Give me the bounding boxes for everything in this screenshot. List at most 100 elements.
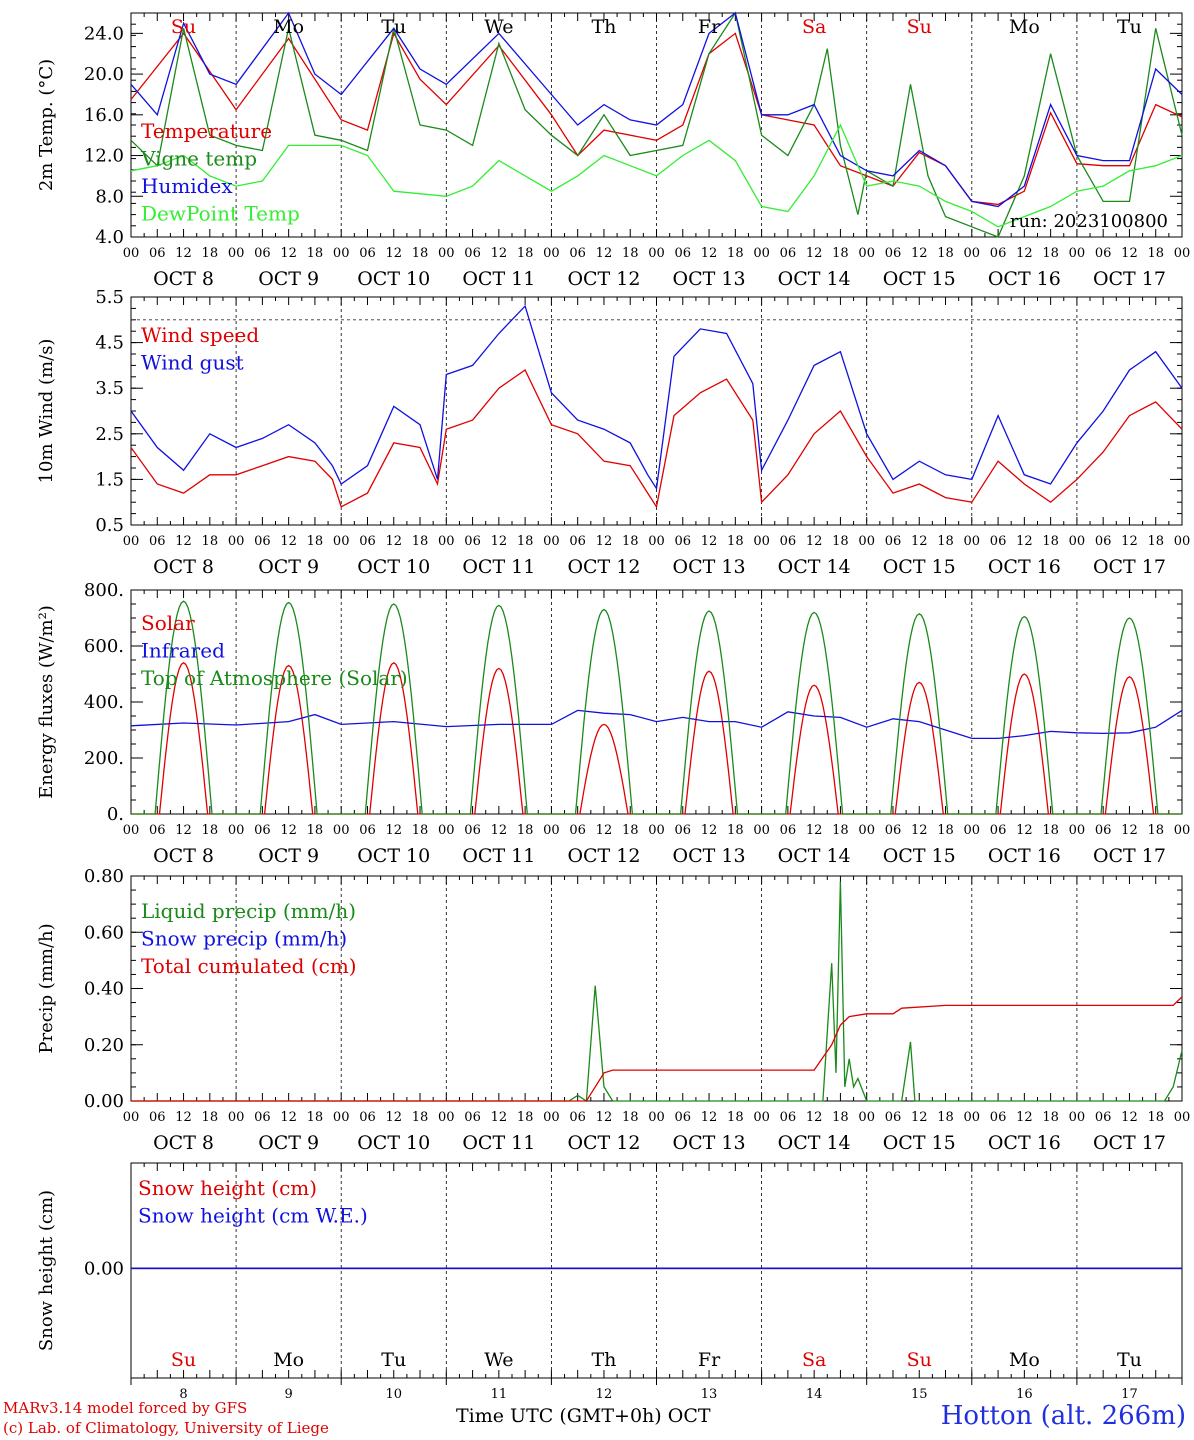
hour-tick-label: 18 bbox=[622, 246, 639, 261]
hour-tick-label: 00 bbox=[438, 246, 455, 261]
hour-tick-label: 00 bbox=[438, 823, 455, 838]
hour-tick-label: 12 bbox=[1016, 823, 1033, 838]
hour-tick-label: 18 bbox=[202, 1110, 219, 1125]
hour-tick-label: 06 bbox=[569, 534, 586, 549]
date-label: OCT 12 bbox=[567, 845, 640, 867]
hour-tick-label: 12 bbox=[596, 534, 613, 549]
hour-tick-label: 00 bbox=[438, 1110, 455, 1125]
y-axis-label: Energy fluxes (W/m²) bbox=[36, 605, 57, 799]
date-label: OCT 13 bbox=[673, 268, 746, 290]
hour-tick-label: 12 bbox=[596, 823, 613, 838]
hour-tick-label: 06 bbox=[359, 534, 376, 549]
hour-tick-label: 18 bbox=[1147, 823, 1164, 838]
y-tick-label: 0.00 bbox=[84, 1258, 124, 1279]
hour-tick-label: 06 bbox=[675, 1110, 692, 1125]
weekday-label: We bbox=[484, 16, 513, 38]
y-tick-label: 0.80 bbox=[84, 866, 124, 887]
y-tick-label: 12.0 bbox=[84, 146, 124, 167]
hour-tick-label: 12 bbox=[175, 534, 192, 549]
hour-tick-label: 06 bbox=[149, 823, 166, 838]
weekday-label: Mo bbox=[1009, 1349, 1040, 1371]
date-label: OCT 11 bbox=[462, 268, 535, 290]
hour-tick-label: 00 bbox=[964, 246, 981, 261]
y-tick-label: 24.0 bbox=[84, 23, 124, 44]
lab-credit: (c) Lab. of Climatology, University of L… bbox=[3, 1419, 329, 1437]
y-tick-label: 800. bbox=[84, 580, 124, 601]
day-number-label: 10 bbox=[385, 1387, 402, 1402]
date-label: OCT 11 bbox=[462, 556, 535, 578]
y-axis-label: Snow height (cm) bbox=[36, 1190, 57, 1351]
hour-tick-label: 12 bbox=[385, 246, 402, 261]
date-label: OCT 14 bbox=[778, 845, 851, 867]
hour-tick-label: 00 bbox=[1069, 1110, 1086, 1125]
series-line bbox=[446, 667, 552, 815]
hour-tick-label: 18 bbox=[202, 823, 219, 838]
weekday-label: Sa bbox=[802, 16, 826, 38]
hour-tick-label: 00 bbox=[228, 1110, 245, 1125]
date-label: OCT 17 bbox=[1093, 556, 1166, 578]
weekday-label: Tu bbox=[381, 1349, 406, 1371]
hour-tick-label: 18 bbox=[1042, 246, 1059, 261]
hour-tick-label: 18 bbox=[832, 1110, 849, 1125]
hour-tick-label: 12 bbox=[280, 823, 297, 838]
hour-tick-label: 00 bbox=[228, 823, 245, 838]
hour-tick-label: 18 bbox=[727, 1110, 744, 1125]
panel-frame bbox=[130, 589, 1183, 815]
series-line bbox=[551, 608, 657, 815]
date-label: OCT 12 bbox=[567, 1132, 640, 1154]
hour-tick-label: 06 bbox=[1095, 1110, 1112, 1125]
weekday-label: Tu bbox=[1117, 16, 1142, 38]
hour-tick-label: 06 bbox=[569, 823, 586, 838]
series-line bbox=[131, 662, 237, 815]
hour-tick-label: 06 bbox=[780, 246, 797, 261]
hour-tick-label: 18 bbox=[937, 534, 954, 549]
date-label: OCT 15 bbox=[883, 1132, 956, 1154]
day-number-label: 8 bbox=[179, 1387, 187, 1402]
hour-tick-label: 00 bbox=[1174, 823, 1191, 838]
hour-tick-label: 06 bbox=[990, 823, 1007, 838]
date-label: OCT 17 bbox=[1093, 268, 1166, 290]
legend-entry: DewPoint Temp bbox=[141, 202, 300, 226]
legend-entry: Vigne temp bbox=[140, 147, 257, 171]
hour-tick-label: 00 bbox=[648, 1110, 665, 1125]
hour-tick-label: 12 bbox=[806, 1110, 823, 1125]
y-axis-label: 10m Wind (m/s) bbox=[36, 339, 57, 484]
hour-tick-label: 18 bbox=[412, 823, 429, 838]
series-line bbox=[131, 600, 237, 815]
hour-tick-label: 18 bbox=[937, 823, 954, 838]
hour-tick-label: 12 bbox=[175, 823, 192, 838]
date-label: OCT 8 bbox=[153, 556, 214, 578]
date-label: OCT 16 bbox=[988, 845, 1061, 867]
time-axis-text: Time UTC (GMT+0h) bbox=[456, 1405, 662, 1427]
weekday-label: Mo bbox=[273, 16, 304, 38]
hour-tick-label: 00 bbox=[438, 534, 455, 549]
y-tick-label: 0.20 bbox=[84, 1035, 124, 1056]
series-line bbox=[971, 673, 1077, 815]
date-label: OCT 14 bbox=[778, 556, 851, 578]
hour-tick-label: 06 bbox=[149, 534, 166, 549]
hour-tick-label: 12 bbox=[911, 246, 928, 261]
station-name: Hotton (alt. 266m) bbox=[940, 1401, 1186, 1431]
hour-tick-label: 12 bbox=[491, 1110, 508, 1125]
series-line bbox=[1076, 676, 1182, 815]
y-tick-label: 0.60 bbox=[84, 922, 124, 943]
weekday-label: Su bbox=[907, 1349, 932, 1371]
hour-tick-label: 12 bbox=[701, 823, 718, 838]
y-tick-label: 0.5 bbox=[95, 515, 124, 536]
hour-tick-label: 12 bbox=[280, 246, 297, 261]
day-number-label: 12 bbox=[596, 1387, 613, 1402]
y-tick-label: 4.0 bbox=[95, 227, 124, 248]
hour-tick-label: 06 bbox=[359, 823, 376, 838]
hour-tick-label: 00 bbox=[543, 823, 560, 838]
y-tick-label: 200. bbox=[84, 748, 124, 769]
hour-tick-label: 18 bbox=[517, 823, 534, 838]
hour-tick-label: 06 bbox=[1095, 534, 1112, 549]
weekday-label: Mo bbox=[273, 1349, 304, 1371]
hour-tick-label: 18 bbox=[517, 246, 534, 261]
hour-tick-label: 12 bbox=[911, 1110, 928, 1125]
hour-tick-label: 18 bbox=[1042, 1110, 1059, 1125]
hour-tick-label: 12 bbox=[385, 534, 402, 549]
hour-tick-label: 06 bbox=[254, 1110, 271, 1125]
hour-tick-label: 18 bbox=[1147, 534, 1164, 549]
day-number-label: 11 bbox=[491, 1387, 508, 1402]
